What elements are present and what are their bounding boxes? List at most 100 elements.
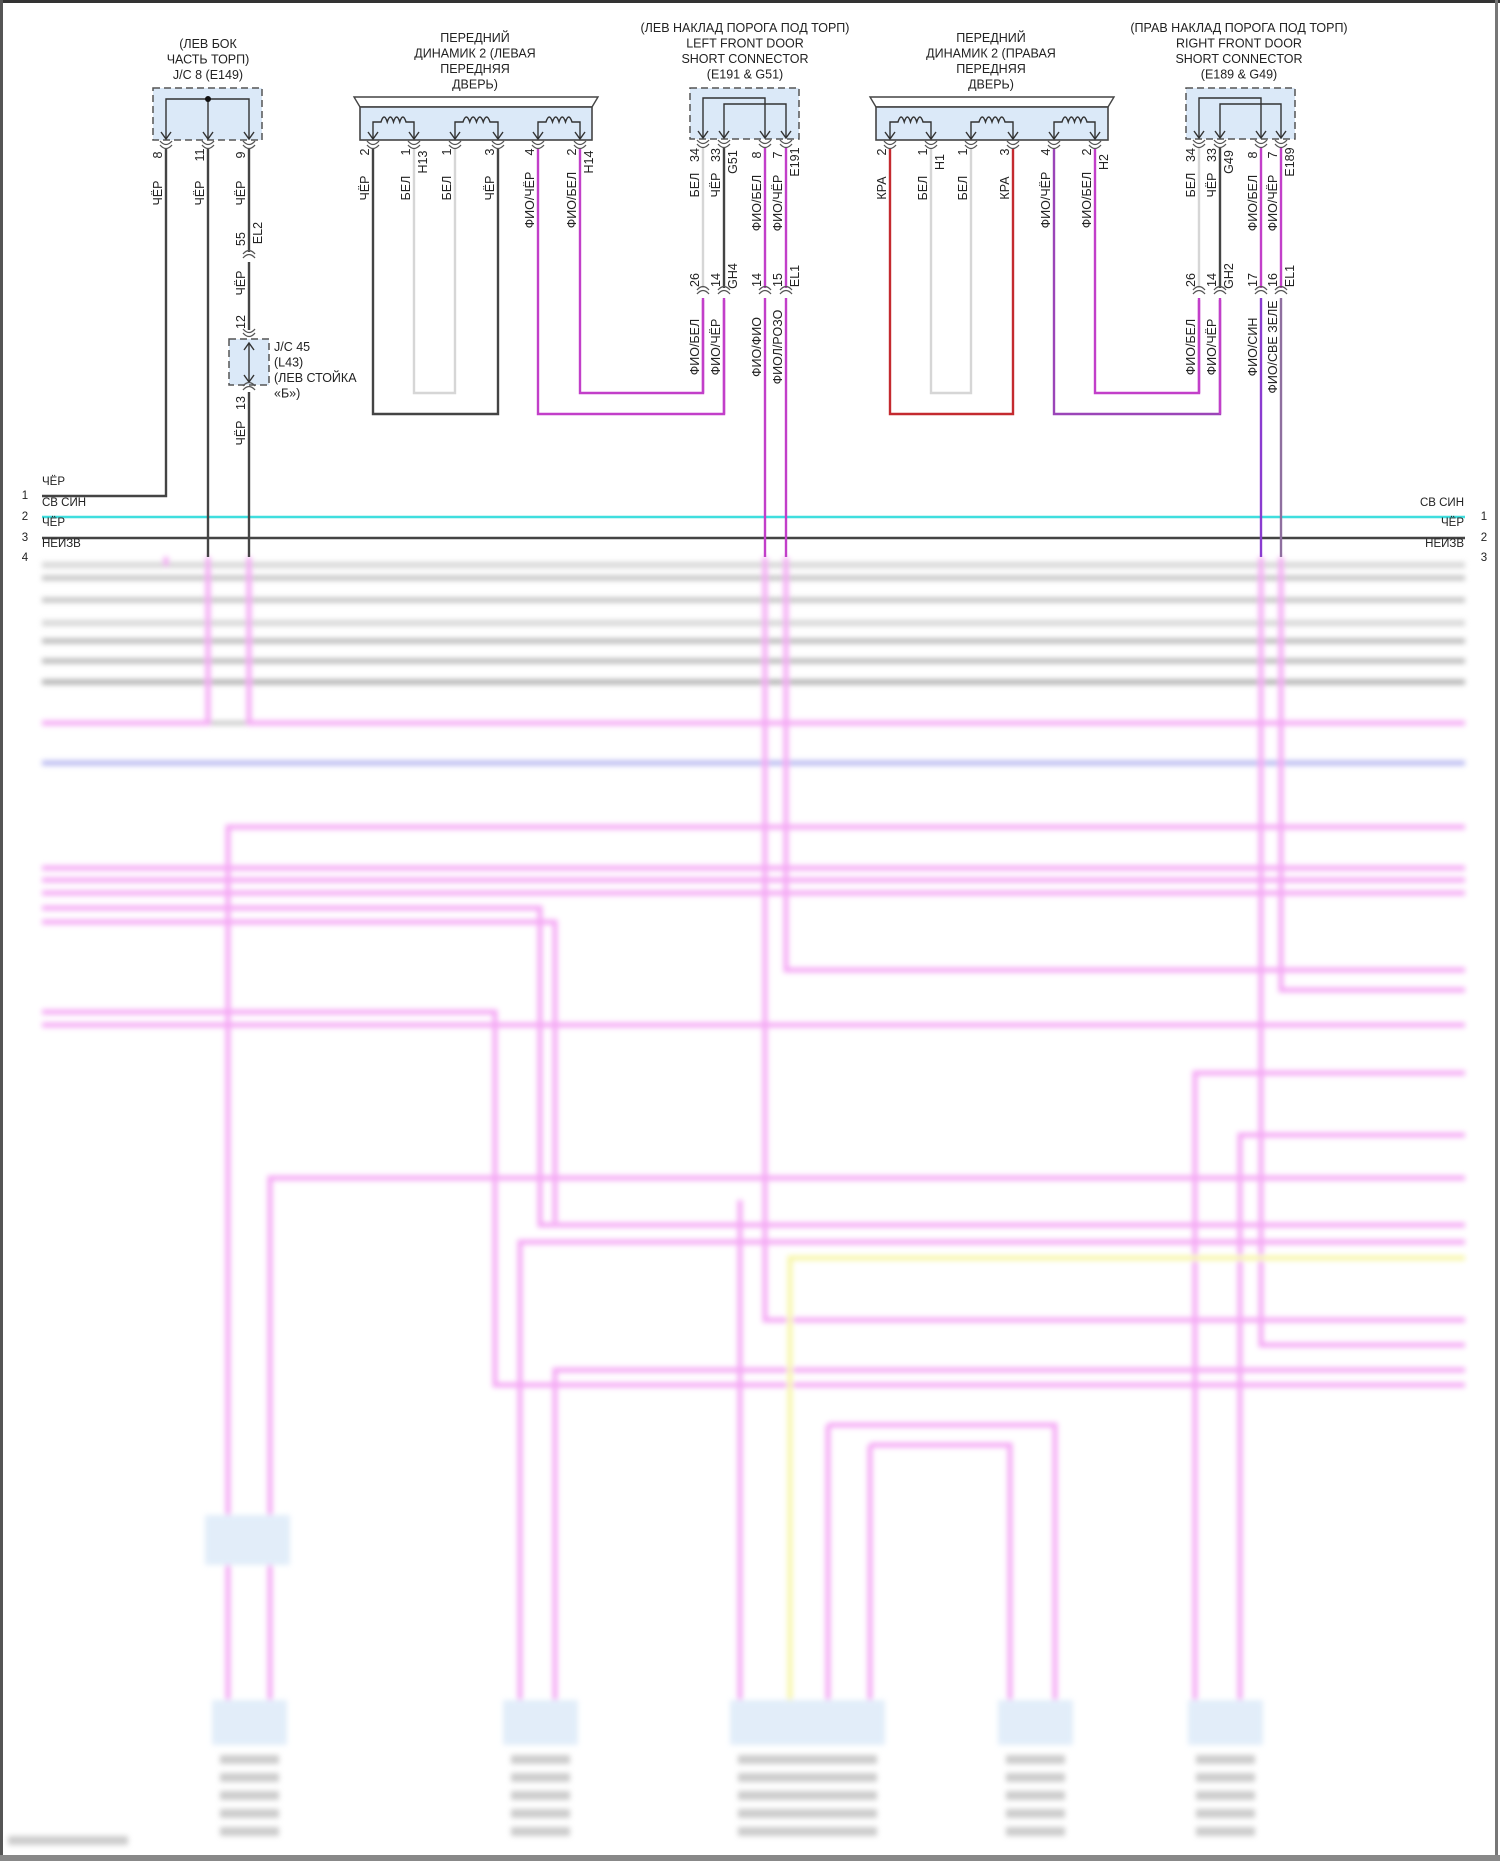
terminal-icon (491, 140, 505, 146)
speaker-pin-number: 1 (399, 148, 413, 155)
speaker-wire-color: ЧЁР (358, 175, 372, 200)
blurred-wire (828, 1422, 1058, 1710)
blurred-wire (42, 905, 1465, 1228)
terminal-icon (1274, 143, 1288, 149)
blurred-text (1006, 1791, 1065, 1800)
short-right-title: (E189 & G49) (1201, 68, 1277, 82)
arrow-icon (697, 130, 709, 140)
speaker-left-connector (359, 106, 593, 141)
blurred-text (738, 1773, 877, 1782)
connector-code-lower: GH2 (1222, 263, 1236, 289)
terminal-icon (1006, 144, 1020, 150)
terminal-icon (201, 140, 215, 146)
speaker-wire-color: БЕЛ (399, 176, 413, 201)
connector-code-lower: EL1 (788, 265, 802, 287)
frame-left (0, 0, 3, 1861)
terminal-icon (1088, 144, 1102, 150)
blurred-text (1006, 1755, 1065, 1764)
short-wire-color: БЕЛ (688, 173, 702, 198)
terminal-icon (758, 143, 772, 149)
blurred-text (220, 1755, 279, 1764)
connector-code: G51 (726, 150, 740, 174)
blurred-text (511, 1809, 570, 1818)
terminal-icon (717, 143, 731, 149)
blurred-text (511, 1755, 570, 1764)
speaker-wire-color: БЕЛ (956, 176, 970, 201)
bus-right-row-number: 1 (1481, 511, 1487, 523)
short-left-title: SHORT CONNECTOR (681, 52, 808, 66)
terminal-icon (779, 285, 793, 291)
bus-right-row-number: 3 (1481, 552, 1487, 564)
speaker-left-title: ПЕРЕДНЯЯ (440, 62, 510, 76)
terminal-icon (573, 140, 587, 146)
short-left-title: (ЛЕВ НАКЛАД ПОРОГА ПОД ТОРП) (641, 21, 850, 35)
speaker-pin-number: 3 (483, 148, 497, 155)
wire-speaker-left (412, 148, 457, 395)
speaker-pin-number: 2 (565, 148, 579, 155)
blurred-text (738, 1809, 877, 1818)
terminal-icon (531, 144, 545, 150)
terminal-icon (242, 328, 256, 334)
blurred-connector (1188, 1700, 1263, 1745)
arrow-icon (718, 130, 730, 140)
blurred-wire (1278, 557, 1465, 993)
speaker-wire-color: БЕЛ (916, 176, 930, 201)
terminal-icon (573, 144, 587, 150)
el2-pin-number: 55 (234, 232, 248, 246)
short-bridge (702, 97, 766, 138)
blurred-wire (762, 557, 1465, 1323)
speaker-wire-color: КРА (998, 176, 1012, 200)
blurred-wire (870, 1442, 1013, 1710)
short-wire-color: ФИО/БЕЛ (750, 175, 764, 231)
blurred-text (738, 1827, 877, 1836)
blurred-text (738, 1755, 877, 1764)
short-pin-number-lower: 14 (750, 273, 764, 287)
arrow-icon (1255, 130, 1267, 140)
blurred-wire (225, 824, 1465, 1710)
arrow-icon (492, 131, 504, 141)
jc8-pin-number: 8 (151, 151, 165, 158)
terminal-icon (758, 285, 772, 291)
speaker-coil-icon (454, 116, 499, 138)
terminal-icon (491, 144, 505, 150)
connector-code: H14 (582, 150, 596, 173)
arrow-icon (202, 131, 214, 141)
speaker-pin-number: 4 (523, 148, 537, 155)
short-pin-number-lower: 15 (771, 273, 785, 287)
terminal-icon (159, 140, 173, 146)
jc8-title: J/C 8 (E149) (173, 68, 243, 82)
blurred-wire (1237, 1132, 1465, 1710)
speaker-right-title: ПЕРЕДНИЙ (956, 30, 1025, 45)
wire-speaker-right (929, 148, 973, 395)
terminal-icon (779, 289, 793, 295)
blurred-wire (42, 1009, 1465, 1388)
blurred-connector (205, 1515, 290, 1565)
terminal-icon (696, 139, 710, 145)
arrow-icon (243, 131, 255, 141)
blurred-text (220, 1791, 279, 1800)
terminal-icon (242, 144, 256, 150)
terminal-icon (159, 144, 173, 150)
speaker-wire-color: БЕЛ (440, 176, 454, 201)
terminal-icon (201, 144, 215, 150)
blurred-text (1196, 1791, 1255, 1800)
terminal-icon (1088, 140, 1102, 146)
speaker-wire-color: ФИО/ЧЁР (523, 172, 537, 229)
terminal-icon (1254, 289, 1268, 295)
short-pin-number-lower: 14 (709, 273, 723, 287)
speaker-wire-color: ЧЁР (483, 175, 497, 200)
terminal-icon (717, 285, 731, 291)
jc45-label: (ЛЕВ СТОЙКА (274, 370, 357, 385)
speaker-pin-number: 3 (998, 148, 1012, 155)
short-wire-color: ФИО/ЧЁР (1266, 175, 1280, 232)
terminal-icon (779, 139, 793, 145)
jc8-title: (ЛЕВ БОК (179, 37, 237, 51)
terminal-icon (758, 139, 772, 145)
terminal-icon (242, 385, 256, 391)
connector-code: G49 (1222, 150, 1236, 174)
connector-code: H13 (416, 150, 430, 173)
speaker-right-title: ДИНАМИК 2 (ПРАВАЯ (926, 47, 1056, 61)
speaker-wire-color: ФИО/БЕЛ (1080, 172, 1094, 228)
terminal-icon (1213, 139, 1227, 145)
